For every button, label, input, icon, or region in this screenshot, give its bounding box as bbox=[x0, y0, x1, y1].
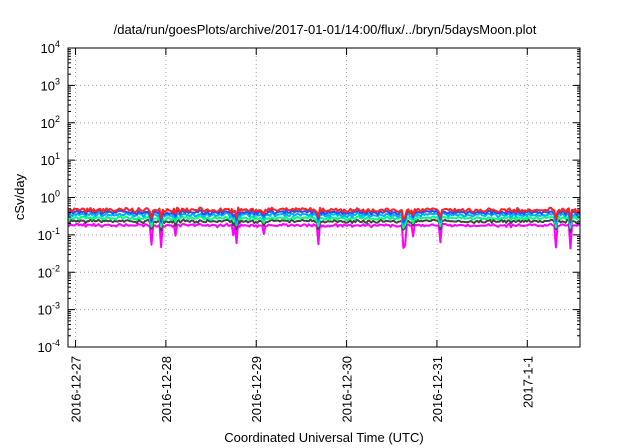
y-tick-label: 104 bbox=[41, 39, 60, 56]
y-tick-base: 10 bbox=[41, 153, 55, 168]
y-tick-exponent: 1 bbox=[55, 151, 60, 161]
y-tick-base: 10 bbox=[38, 228, 52, 243]
grid bbox=[68, 48, 580, 347]
y-tick-base: 10 bbox=[41, 116, 55, 131]
chart-title: /data/run/goesPlots/archive/2017-01-01/1… bbox=[114, 22, 537, 37]
y-tick-label: 101 bbox=[41, 151, 60, 168]
y-tick-exponent: 4 bbox=[55, 39, 60, 49]
y-axis-label: cSv/day bbox=[12, 173, 27, 220]
y-tick-exponent: 3 bbox=[55, 76, 60, 86]
series-line bbox=[67, 222, 581, 250]
y-tick-base: 10 bbox=[38, 303, 52, 318]
y-tick-exponent: -3 bbox=[52, 301, 60, 311]
y-tick-base: 10 bbox=[38, 265, 52, 280]
y-tick-label: 100 bbox=[41, 189, 60, 206]
x-tick-label: 2016-12-28 bbox=[159, 356, 174, 423]
y-tick-label: 10-3 bbox=[38, 301, 60, 318]
x-tick-label: 2017-1-1 bbox=[520, 356, 535, 408]
y-tick-exponent: 0 bbox=[55, 189, 60, 199]
y-tick-base: 10 bbox=[41, 78, 55, 93]
y-tick-label: 10-1 bbox=[38, 226, 60, 243]
x-tick-label: 2016-12-27 bbox=[69, 356, 84, 423]
y-tick-label: 102 bbox=[41, 114, 60, 131]
y-tick-exponent: -2 bbox=[52, 263, 60, 273]
y-tick-exponent: -1 bbox=[52, 226, 60, 236]
y-tick-base: 10 bbox=[38, 340, 52, 355]
y-tick-label: 10-2 bbox=[38, 263, 60, 280]
series-line bbox=[67, 215, 581, 229]
series-line bbox=[67, 206, 581, 221]
y-tick-label: 10-4 bbox=[38, 338, 60, 355]
series-group bbox=[67, 206, 581, 250]
x-tick-label: 2016-12-30 bbox=[340, 356, 355, 423]
x-axis: 2016-12-27 2016-12-28 2016-12-29 2016-12-30… bbox=[69, 48, 535, 423]
y-tick-base: 10 bbox=[41, 41, 55, 56]
x-axis-label: Coordinated Universal Time (UTC) bbox=[224, 430, 423, 445]
y-tick-exponent: 2 bbox=[55, 114, 60, 124]
y-tick-exponent: -4 bbox=[52, 338, 60, 348]
y-tick-base: 10 bbox=[41, 191, 55, 206]
x-tick-label: 2016-12-29 bbox=[249, 356, 264, 423]
y-tick-label: 103 bbox=[41, 76, 60, 93]
x-tick-label: 2016-12-31 bbox=[430, 356, 445, 423]
series-line bbox=[67, 218, 581, 233]
